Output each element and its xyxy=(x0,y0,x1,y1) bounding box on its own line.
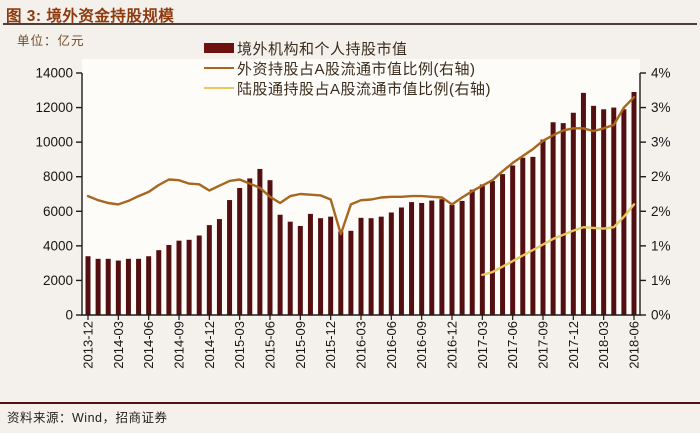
svg-text:0: 0 xyxy=(65,308,73,323)
svg-text:3%: 3% xyxy=(651,100,671,115)
page-title: 图 3: 境外资金持股规模 xyxy=(6,8,175,25)
svg-text:2015-09: 2015-09 xyxy=(293,321,308,369)
legend-line-swatch-brown xyxy=(204,66,234,70)
svg-text:2015-12: 2015-12 xyxy=(323,321,338,369)
legend-label: 外资持股占A股流通市值比例(右轴) xyxy=(237,60,476,78)
svg-text:6000: 6000 xyxy=(43,204,73,219)
legend-label: 陆股通持股占A股流通市值比例(右轴) xyxy=(237,80,491,98)
svg-text:2016-03: 2016-03 xyxy=(354,321,369,369)
svg-text:10000: 10000 xyxy=(35,135,73,150)
svg-text:2017-12: 2017-12 xyxy=(566,321,581,369)
legend-item-foreign-ratio: 外资持股占A股流通市值比例(右轴) xyxy=(204,58,491,78)
axis-unit-label: 单位：亿元 xyxy=(17,34,85,48)
svg-text:1%: 1% xyxy=(651,273,671,288)
svg-text:2017-03: 2017-03 xyxy=(475,321,490,369)
svg-text:2014-12: 2014-12 xyxy=(202,321,217,369)
svg-text:2016-06: 2016-06 xyxy=(384,321,399,369)
svg-text:14000: 14000 xyxy=(35,66,73,81)
svg-text:2014-09: 2014-09 xyxy=(172,321,187,369)
legend-line-swatch-yellow xyxy=(204,86,234,90)
foreign-ratio-line xyxy=(86,95,636,236)
legend-item-holdings: 境外机构和个人持股市值 xyxy=(204,38,491,58)
legend-bar-swatch xyxy=(204,43,234,53)
svg-text:2%: 2% xyxy=(651,204,671,219)
svg-text:12000: 12000 xyxy=(35,100,73,115)
svg-text:0%: 0% xyxy=(651,308,671,323)
svg-text:4%: 4% xyxy=(651,66,671,81)
legend-label: 境外机构和个人持股市值 xyxy=(237,40,408,58)
svg-text:2017-06: 2017-06 xyxy=(505,321,520,369)
svg-text:2014-06: 2014-06 xyxy=(141,321,156,369)
title-divider xyxy=(3,23,697,25)
left-axis-labels: 0 2000 4000 6000 8000 10000 12000 14000 xyxy=(35,66,82,323)
svg-text:3%: 3% xyxy=(651,135,671,150)
chart-legend: 境外机构和个人持股市值 外资持股占A股流通市值比例(右轴) 陆股通持股占A股流通… xyxy=(204,38,491,98)
connect-ratio-line xyxy=(481,203,636,277)
footer-divider xyxy=(0,402,700,405)
svg-text:2000: 2000 xyxy=(43,273,73,288)
right-axis-labels: 0% 1% 1% 2% 2% 3% 3% 4% xyxy=(640,66,671,323)
svg-text:2018-06: 2018-06 xyxy=(627,321,642,369)
svg-text:2%: 2% xyxy=(651,169,671,184)
legend-item-connect-ratio: 陆股通持股占A股流通市值比例(右轴) xyxy=(204,78,491,98)
svg-text:8000: 8000 xyxy=(43,169,73,184)
bars-series xyxy=(85,92,637,315)
svg-text:2015-03: 2015-03 xyxy=(232,321,247,369)
svg-text:2016-12: 2016-12 xyxy=(445,321,460,369)
source-note: 资料来源：Wind，招商证券 xyxy=(7,411,168,425)
svg-text:2014-03: 2014-03 xyxy=(111,321,126,369)
svg-text:1%: 1% xyxy=(651,238,671,253)
svg-text:2013-12: 2013-12 xyxy=(81,321,96,369)
x-axis-labels: 2013-12 2014-03 2014-06 2014-09 2014-12 2015-… xyxy=(81,315,642,369)
svg-text:2017-09: 2017-09 xyxy=(536,321,551,369)
svg-text:2018-03: 2018-03 xyxy=(596,321,611,369)
svg-text:2015-06: 2015-06 xyxy=(263,321,278,369)
svg-text:4000: 4000 xyxy=(43,238,73,253)
svg-text:2016-09: 2016-09 xyxy=(414,321,429,369)
